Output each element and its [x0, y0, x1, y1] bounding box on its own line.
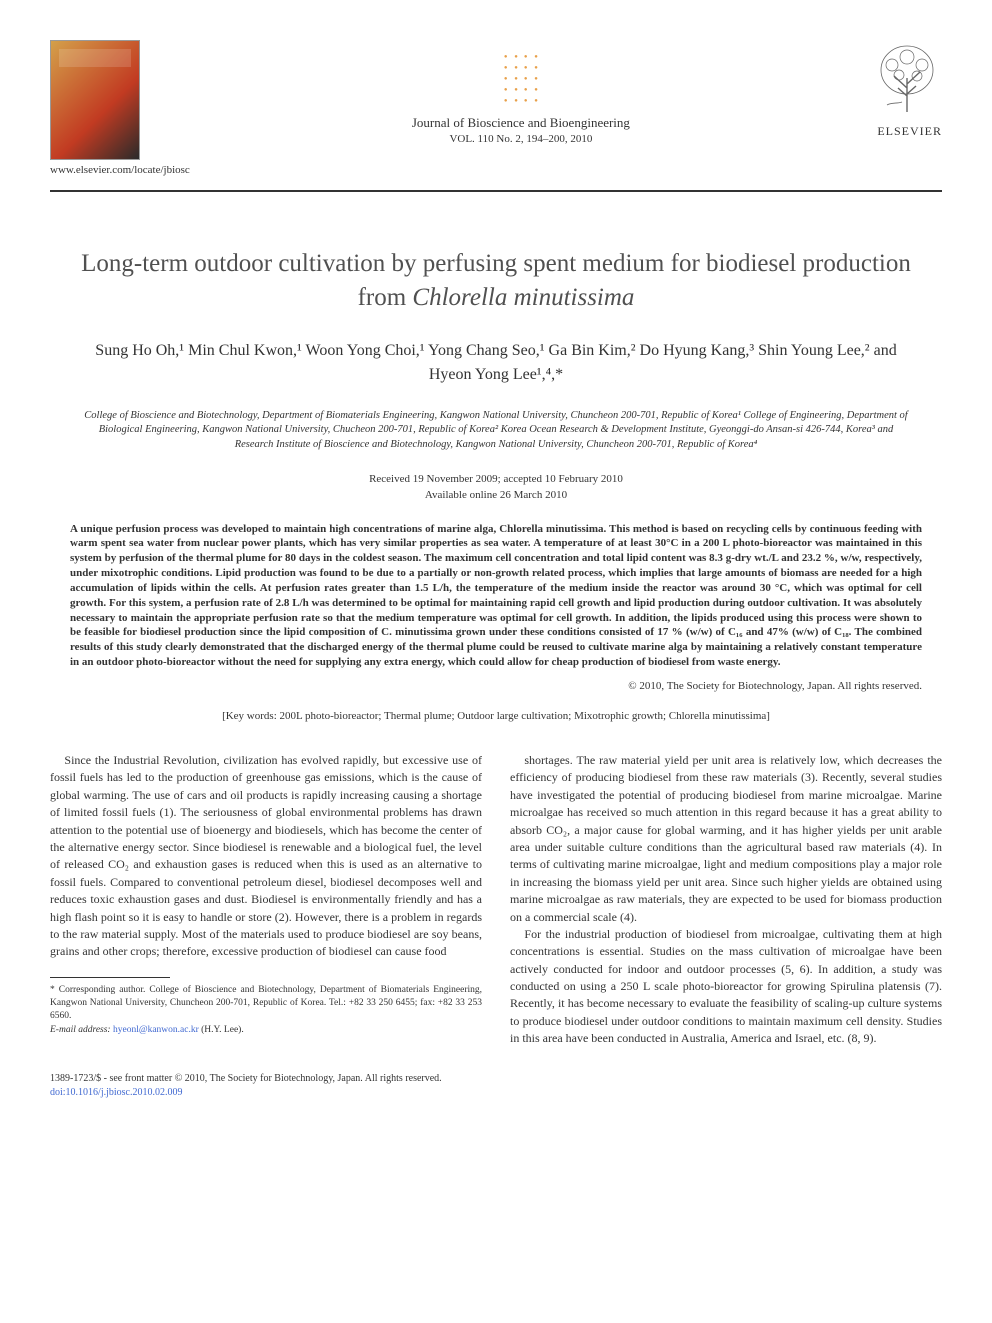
- article-title: Long-term outdoor cultivation by perfusi…: [50, 247, 942, 315]
- header-divider: [50, 190, 942, 192]
- corresponding-author: * Corresponding author. College of Biosc…: [50, 984, 482, 1037]
- publisher-block: ELSEVIER: [852, 40, 942, 139]
- body-columns: Since the Industrial Revolution, civiliz…: [50, 752, 942, 1048]
- email-suffix: (H.Y. Lee).: [201, 1025, 244, 1035]
- authors-list: Sung Ho Oh,¹ Min Chul Kwon,¹ Woon Yong C…: [50, 339, 942, 387]
- article-dates: Received 19 November 2009; accepted 10 F…: [50, 471, 942, 504]
- keywords: [Key words: 200L photo-bioreactor; Therm…: [50, 710, 942, 722]
- publisher-label: ELSEVIER: [852, 124, 942, 139]
- doi-link[interactable]: doi:10.1016/j.jbiosc.2010.02.009: [50, 1087, 183, 1098]
- received-date: Received 19 November 2009; accepted 10 F…: [369, 473, 623, 485]
- body-column-right: shortages. The raw material yield per un…: [510, 752, 942, 1048]
- abstract-text: A unique perfusion process was developed…: [50, 522, 942, 670]
- body-column-left: Since the Industrial Revolution, civiliz…: [50, 752, 482, 1048]
- body-para-2: shortages. The raw material yield per un…: [510, 752, 942, 926]
- locate-url: www.elsevier.com/locate/jbiosc: [50, 164, 190, 176]
- email-label: E-mail address:: [50, 1025, 111, 1035]
- footnote-divider: [50, 977, 170, 978]
- journal-volume: VOL. 110 No. 2, 194–200, 2010: [190, 133, 852, 145]
- issn-copyright: 1389-1723/$ - see front matter © 2010, T…: [50, 1073, 442, 1084]
- title-line1: Long-term outdoor cultivation by perfusi…: [81, 250, 911, 277]
- title-line2: from: [358, 284, 413, 311]
- title-species: Chlorella minutissima: [412, 284, 634, 311]
- body-para-3: For the industrial production of biodies…: [510, 926, 942, 1048]
- journal-name: Journal of Bioscience and Bioengineering: [190, 115, 852, 131]
- journal-cover-block: www.elsevier.com/locate/jbiosc: [50, 40, 190, 176]
- journal-cover-image: [50, 40, 140, 160]
- body-para-1: Since the Industrial Revolution, civiliz…: [50, 752, 482, 961]
- available-date: Available online 26 March 2010: [425, 489, 567, 501]
- header-row: www.elsevier.com/locate/jbiosc Journal o…: [50, 40, 942, 176]
- journal-logo-icon: [496, 52, 546, 107]
- affiliations: College of Bioscience and Biotechnology,…: [50, 409, 942, 453]
- abstract-copyright: © 2010, The Society for Biotechnology, J…: [50, 680, 942, 692]
- corresponding-text: * Corresponding author. College of Biosc…: [50, 985, 482, 1022]
- corresponding-email[interactable]: hyeonl@kanwon.ac.kr: [113, 1025, 199, 1035]
- journal-title-block: Journal of Bioscience and Bioengineering…: [190, 40, 852, 145]
- elsevier-tree-icon: [872, 40, 942, 115]
- page-footer: 1389-1723/$ - see front matter © 2010, T…: [50, 1072, 942, 1100]
